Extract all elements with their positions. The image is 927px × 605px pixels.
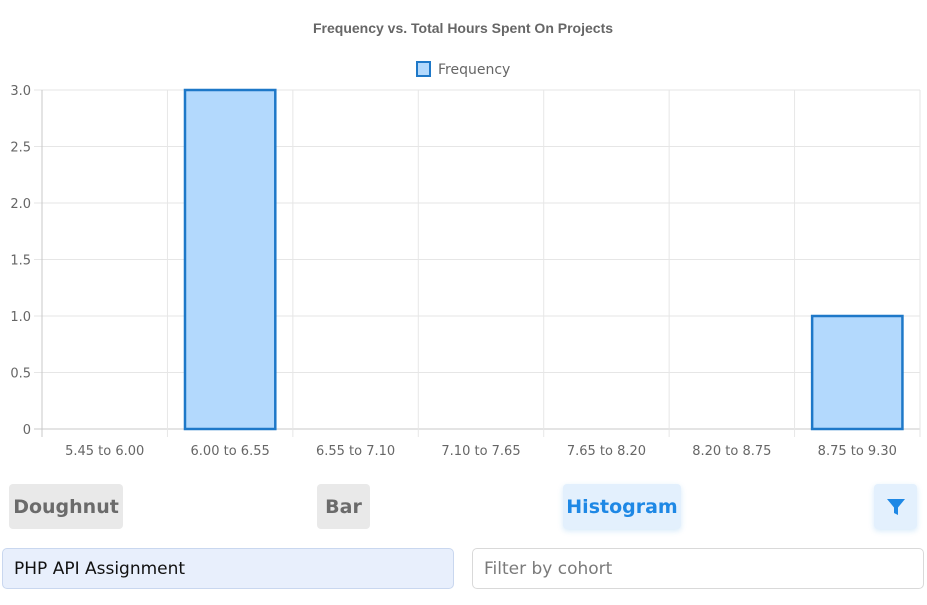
histogram-button[interactable]: Histogram [563, 484, 681, 529]
legend-swatch[interactable] [416, 61, 431, 77]
x-tick-label: 7.65 to 8.20 [567, 444, 646, 459]
doughnut-button[interactable]: Doughnut [9, 484, 123, 529]
chart-title: Frequency vs. Total Hours Spent On Proje… [313, 20, 613, 36]
bar-button[interactable]: Bar [317, 484, 370, 529]
y-tick-label: 1.5 [10, 254, 31, 269]
y-tick-label: 1.0 [10, 310, 31, 325]
x-tick-label: 6.55 to 7.10 [316, 444, 395, 459]
legend-label[interactable]: Frequency [438, 62, 510, 78]
x-tick-label: 6.00 to 6.55 [191, 444, 270, 459]
histogram-chart: Frequency vs. Total Hours Spent On Proje… [10, 20, 921, 459]
y-tick-label: 0 [23, 423, 31, 438]
y-tick-label: 2.0 [10, 197, 31, 212]
assignment-select-field[interactable] [2, 548, 454, 589]
x-tick-label: 8.20 to 8.75 [692, 444, 771, 459]
x-tick-label: 5.45 to 6.00 [65, 444, 144, 459]
x-tick-label: 8.75 to 9.30 [818, 444, 897, 459]
y-tick-label: 2.5 [10, 141, 31, 156]
cohort-filter-input[interactable] [472, 548, 924, 589]
x-axis-labels: 5.45 to 6.00 6.00 to 6.55 6.55 to 7.10 7.10… [65, 444, 897, 459]
filter-button[interactable] [874, 484, 917, 529]
histogram-bar[interactable] [810, 314, 904, 431]
y-axis-labels: 0 0.5 1.0 1.5 2.0 2.5 3.0 [10, 84, 31, 438]
y-tick-label: 3.0 [10, 84, 31, 99]
grid [34, 89, 921, 437]
histogram-bar[interactable] [183, 88, 277, 431]
bars [183, 88, 904, 431]
x-tick-label: 7.10 to 7.65 [441, 444, 520, 459]
filter-icon [886, 498, 905, 515]
y-tick-label: 0.5 [10, 367, 31, 382]
